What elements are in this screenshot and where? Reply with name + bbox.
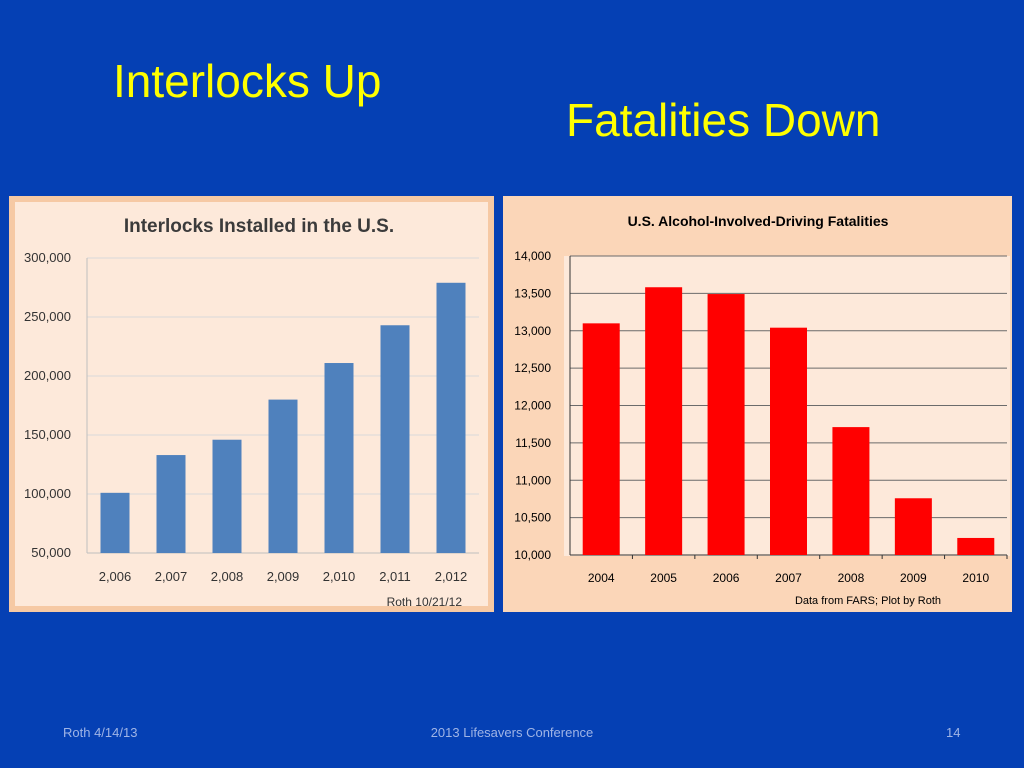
y-tick-label: 12,000 — [514, 399, 551, 413]
x-tick-label: 2,012 — [435, 569, 468, 584]
bar — [582, 323, 620, 555]
footer-author-date: Roth 4/14/13 — [63, 725, 138, 740]
y-tick-label: 250,000 — [24, 309, 71, 324]
bar — [894, 498, 932, 555]
bar — [100, 492, 130, 553]
footer-conference: 2013 Lifesavers Conference — [430, 725, 594, 740]
y-tick-label: 10,500 — [514, 511, 551, 525]
chart-annotation: Roth 10/21/12 — [387, 595, 463, 609]
bar — [324, 363, 354, 553]
bar — [380, 325, 410, 553]
x-tick-label: 2,006 — [99, 569, 132, 584]
x-tick-label: 2005 — [650, 571, 677, 585]
x-tick-label: 2004 — [588, 571, 615, 585]
bar — [957, 537, 995, 555]
x-tick-label: 2,008 — [211, 569, 244, 584]
chart-title: Interlocks Installed in the U.S. — [124, 216, 394, 237]
x-tick-label: 2008 — [838, 571, 865, 585]
footer-page-number: 14 — [946, 725, 961, 740]
y-tick-label: 12,500 — [514, 361, 551, 375]
bar — [156, 455, 186, 553]
interlocks-chart: Interlocks Installed in the U.S. 50,000 1… — [9, 196, 494, 612]
y-tick-label: 150,000 — [24, 427, 71, 442]
x-tick-label: 2010 — [962, 571, 989, 585]
x-tick-label: 2006 — [713, 571, 740, 585]
y-tick-label: 13,500 — [514, 286, 551, 300]
x-tick-label: 2,007 — [155, 569, 188, 584]
bar — [832, 427, 870, 555]
x-tick-label: 2009 — [900, 571, 927, 585]
fatalities-chart: U.S. Alcohol-Involved-Driving Fatalities… — [503, 196, 1012, 612]
slide-title-fatalities: Fatalities Down — [566, 94, 881, 146]
bar — [770, 327, 807, 555]
y-tick-label: 100,000 — [24, 486, 71, 501]
slide-title-interlocks: Interlocks Up — [113, 55, 382, 107]
x-tick-label: 2,011 — [379, 569, 411, 584]
x-tick-label: 2,010 — [323, 569, 356, 584]
y-tick-label: 11,000 — [515, 473, 551, 487]
y-tick-label: 11,500 — [515, 436, 551, 450]
y-tick-label: 200,000 — [24, 368, 71, 383]
y-tick-label: 13,000 — [514, 324, 551, 338]
bar — [212, 439, 242, 553]
bar — [268, 399, 298, 553]
y-tick-label: 50,000 — [31, 545, 71, 560]
y-tick-label: 14,000 — [514, 249, 551, 263]
bar — [436, 282, 466, 553]
interlocks-chart-panel: Interlocks Installed in the U.S. 50,000 1… — [9, 196, 494, 612]
x-tick-label: 2,009 — [267, 569, 300, 584]
x-tick-label: 2007 — [775, 571, 802, 585]
y-tick-label: 300,000 — [24, 250, 71, 265]
bar — [645, 287, 683, 555]
chart-annotation: Data from FARS; Plot by Roth — [795, 595, 941, 607]
bar — [707, 294, 745, 555]
fatalities-chart-panel: U.S. Alcohol-Involved-Driving Fatalities… — [503, 196, 1012, 612]
y-tick-label: 10,000 — [514, 548, 551, 562]
chart-title: U.S. Alcohol-Involved-Driving Fatalities — [628, 213, 889, 229]
